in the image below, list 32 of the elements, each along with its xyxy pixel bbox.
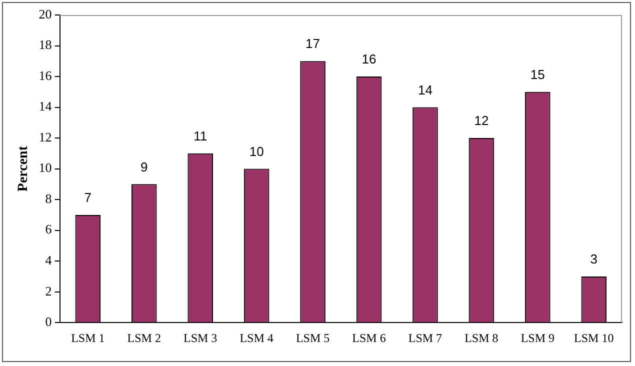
x-tick-label: LSM 9 (520, 330, 555, 345)
y-tick-label: 14 (38, 98, 52, 114)
y-tick-label: 4 (45, 252, 52, 268)
x-tick-label: LSM 4 (240, 330, 274, 345)
x-tick-label: LSM 5 (296, 330, 330, 345)
data-label: 11 (194, 128, 208, 144)
data-label: 9 (140, 159, 148, 174)
data-label: 10 (249, 144, 264, 159)
y-tick-label: 2 (45, 283, 52, 298)
x-tick-label: LSM 10 (574, 330, 614, 345)
x-tick-label: LSM 8 (464, 330, 498, 345)
y-tick-label: 10 (38, 160, 52, 176)
x-tick-label: LSM 2 (127, 330, 161, 345)
x-tick-label: LSM 1 (71, 330, 105, 345)
data-label: 14 (418, 82, 432, 98)
data-label: 12 (474, 113, 489, 128)
y-tick-label: 6 (45, 222, 52, 237)
y-tick-label: 8 (45, 190, 52, 206)
x-tick-label: LSM 7 (408, 330, 442, 345)
y-axis-title: Percent (16, 146, 32, 192)
data-label: 3 (590, 252, 598, 267)
y-tick-label: 16 (38, 68, 52, 83)
data-label: 16 (362, 52, 376, 67)
x-tick-label: LSM 6 (352, 330, 386, 345)
x-tick-label: LSM 3 (184, 330, 218, 345)
data-label: 15 (530, 66, 545, 82)
data-label: 17 (306, 36, 320, 52)
data-label: 7 (84, 190, 92, 206)
y-tick-label: 0 (45, 314, 52, 330)
y-tick-label: 18 (38, 37, 52, 52)
y-tick-label: 12 (38, 129, 52, 144)
y-tick-label: 20 (38, 6, 52, 22)
